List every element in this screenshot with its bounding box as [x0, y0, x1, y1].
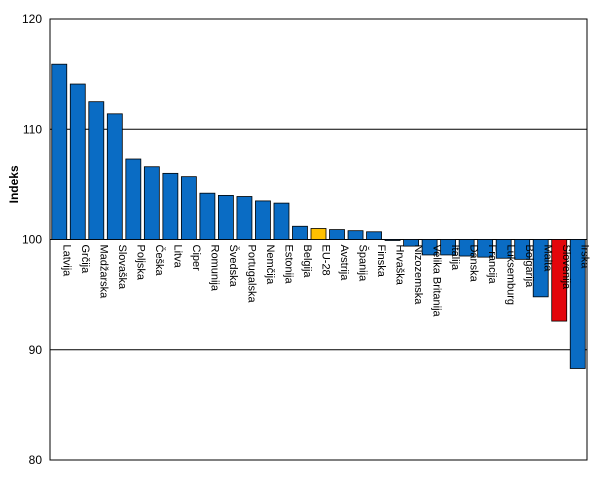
category-label: Slovenija: [560, 245, 572, 291]
bar-belgija: [292, 225, 308, 240]
category-label: Nemčija: [264, 245, 276, 286]
bar-danska: [458, 239, 475, 257]
bar-latvija: [51, 63, 68, 240]
bar-španija: [347, 230, 364, 240]
bar-malta: [532, 239, 549, 298]
y-axis-ticks: 80 90 100 110 120: [22, 12, 42, 467]
bar-švedska: [218, 194, 234, 240]
y-tick-label: 100: [22, 233, 42, 247]
category-label: EU-28: [320, 245, 332, 276]
category-label: Nizozemska: [412, 245, 424, 306]
category-label: Estonija: [282, 245, 294, 285]
y-tick-label: 80: [29, 453, 43, 467]
plot-area-border: [49, 18, 588, 461]
category-label: Romunija: [208, 245, 220, 292]
bar-hrvaška: [384, 239, 401, 241]
bar-češka: [143, 166, 160, 240]
category-label: Italija: [449, 245, 461, 272]
bar-madžarska: [88, 101, 105, 240]
category-label: Grčija: [79, 245, 91, 275]
category-label: Portugalska: [245, 245, 257, 304]
category-label: Latvija: [60, 245, 72, 278]
bar-romunija: [199, 192, 216, 240]
category-label: Španija: [357, 245, 370, 283]
category-label: Luksemburg: [505, 245, 517, 306]
category-labels: Latvija Grčija Madžarska Slovaška Poljska Češ…: [60, 245, 590, 318]
bar-ciper: [180, 176, 197, 240]
bar-velika-britanija: [421, 239, 438, 256]
category-label: Avstrija: [338, 245, 350, 282]
bar-irska: [569, 239, 586, 369]
bar-portugalska: [236, 196, 253, 240]
category-label: Belgija: [301, 245, 313, 279]
y-axis-title: Indeks: [7, 165, 21, 203]
category-label: Bolgarija: [523, 245, 535, 289]
bar-grčija: [69, 83, 86, 240]
y-tick-label: 90: [29, 343, 43, 357]
bar-estonija: [273, 202, 290, 240]
bar-nizozemska: [403, 239, 419, 247]
bar-luksemburg: [495, 239, 512, 259]
bar-slovenija: [551, 239, 568, 322]
category-label: Hrvaška: [394, 245, 406, 286]
category-label: Madžarska: [97, 245, 109, 300]
bar-slovaška: [106, 113, 123, 240]
bar-eu-28: [310, 228, 327, 240]
bar-finska: [366, 231, 382, 240]
category-label: Irska: [579, 245, 590, 270]
bar-poljska: [125, 158, 142, 240]
category-label: Danska: [468, 245, 480, 283]
bar-italija: [440, 239, 457, 256]
category-label: Litva: [171, 245, 183, 269]
y-tick-label: 110: [23, 122, 42, 136]
category-label: Češka: [153, 245, 166, 277]
bar-bolgarija: [514, 239, 531, 260]
category-label: Ciper: [190, 245, 202, 272]
y-tick-label: 120: [22, 12, 42, 26]
category-label: Poljska: [134, 245, 146, 281]
bar-nemčija: [255, 200, 271, 240]
bar-litva: [162, 172, 179, 240]
category-label: Finska: [375, 245, 387, 278]
bar-avstrija: [329, 229, 345, 240]
category-label: Francija: [486, 245, 498, 285]
category-label: Slovaška: [116, 245, 128, 291]
bar-francija: [477, 239, 494, 258]
category-label: Švedska: [227, 245, 240, 288]
bars: [51, 63, 586, 369]
category-label: Malta: [542, 245, 554, 273]
category-label: Velika Britanija: [431, 245, 443, 318]
